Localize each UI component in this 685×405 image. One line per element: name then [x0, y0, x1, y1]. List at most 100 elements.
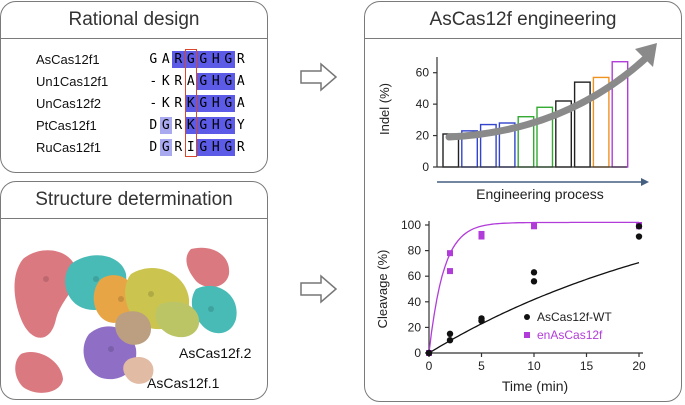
en-data-point: [478, 233, 485, 240]
residue: G: [149, 52, 158, 67]
residue: G: [197, 73, 210, 90]
residue: -: [149, 74, 158, 89]
residue: K: [161, 74, 170, 89]
sequence-name: UnCas12f2: [36, 96, 102, 111]
bar-y-tick-label: 0: [422, 160, 429, 174]
line-y-tick-label: 20: [408, 320, 422, 334]
residue: G: [222, 117, 235, 134]
residue: A: [161, 52, 170, 67]
line-x-tick-label: 15: [580, 359, 594, 373]
residue: G: [222, 73, 235, 90]
residue: A: [236, 74, 245, 89]
engineering-charts: 0 20 40 60 Indel (%) Engineering process 0 20 40…: [375, 43, 657, 394]
residue: D: [149, 140, 158, 155]
rational-design-title: Rational design: [1, 2, 267, 39]
line-x-tick-label: 0: [426, 359, 433, 373]
residue: K: [184, 117, 197, 134]
residue: Y: [236, 118, 245, 133]
line-x-tick-label: 5: [478, 359, 485, 373]
engineering-panel: AsCas12f engineering 0 20 40 60 Indel (%) Eng…: [364, 1, 682, 402]
residue: G: [222, 51, 235, 68]
residue: -: [149, 96, 158, 111]
residue: A: [186, 74, 195, 89]
legend-en-label: enAsCas12f: [537, 328, 603, 342]
structure-panel: Structure determination AsCas12f.1 As: [0, 181, 268, 400]
trend-arrow: [445, 53, 651, 141]
residue: H: [209, 95, 222, 112]
line-x-tick-label: 20: [632, 359, 646, 373]
line-y-tick-label: 60: [408, 269, 422, 283]
wt-data-point: [530, 278, 538, 285]
line-x-axis-title: Time (min): [502, 378, 568, 394]
residue: G: [197, 95, 210, 112]
legend-wt-marker: [524, 314, 530, 320]
cryo-em-density-map: [14, 247, 237, 393]
engineering-title: AsCas12f engineering: [365, 2, 681, 39]
residue: H: [209, 117, 222, 134]
wt-data-point: [425, 349, 433, 357]
bar-y-tick-label: 40: [416, 97, 430, 111]
residue: R: [174, 140, 183, 155]
residue: G: [197, 139, 210, 156]
arrow-right-icon: [300, 62, 338, 92]
bar-y-axis-title: Indel (%): [377, 83, 392, 135]
wt-data-point: [478, 317, 485, 325]
structure-title: Structure determination: [1, 182, 267, 219]
line-y-tick-label: 80: [408, 244, 422, 258]
process-arrowhead-icon: [641, 178, 649, 186]
trend-arrowhead-icon: [635, 43, 657, 67]
structure-label-2: AsCas12f.2: [179, 345, 252, 361]
line-y-tick-label: 0: [414, 346, 421, 360]
bar-y-tick-label: 20: [416, 129, 430, 143]
residue: G: [159, 117, 172, 134]
wt-data-point: [446, 337, 454, 344]
sequence-name: PtCas12f1: [36, 118, 97, 133]
sequence-name: RuCas12f1: [36, 140, 102, 155]
residue: H: [209, 73, 222, 90]
residue: H: [209, 139, 222, 156]
sequence-name: Un1Cas12f1: [36, 74, 109, 89]
residue: G: [184, 51, 197, 68]
wt-data-point: [446, 330, 454, 337]
residue: H: [209, 51, 222, 68]
residue: A: [236, 96, 245, 111]
residue: I: [186, 140, 195, 155]
highlight-box: [184, 49, 197, 157]
residue: R: [174, 96, 183, 111]
bar-y-tick-label: 60: [416, 66, 430, 80]
en-data-point: [447, 250, 453, 257]
line-y-axis-title: Cleavage (%): [375, 250, 390, 329]
residue: K: [184, 95, 197, 112]
wt-data-point: [635, 223, 643, 230]
structure-label-1: AsCas12f.1: [147, 375, 220, 391]
residue: G: [159, 139, 172, 156]
bar-x-axis-title: Engineering process: [476, 186, 604, 202]
residue: R: [174, 118, 183, 133]
en-fit-curve: [428, 221, 639, 354]
residue: D: [149, 118, 158, 133]
wt-data-point: [530, 269, 538, 276]
residue: R: [236, 52, 245, 67]
en-data-point: [531, 223, 537, 230]
residue: K: [161, 96, 170, 111]
rational-design-panel: Rational design AsCas12f1 Un1Cas12f1 UnCas…: [0, 1, 268, 173]
residue: R: [236, 140, 245, 155]
residue: R: [174, 74, 183, 89]
residue: G: [222, 139, 235, 156]
residue: G: [197, 51, 210, 68]
residue: G: [197, 117, 210, 134]
indel-bar: [573, 81, 591, 168]
legend-en-marker: [524, 332, 530, 338]
line-y-tick-label: 40: [408, 295, 422, 309]
residue: R: [172, 51, 185, 68]
wt-fit-curve: [428, 261, 640, 354]
line-y-tick-label: 100: [401, 218, 421, 232]
en-data-point: [447, 268, 453, 275]
wt-data-point: [635, 233, 643, 240]
legend-wt-label: AsCas12f-WT: [537, 310, 612, 324]
